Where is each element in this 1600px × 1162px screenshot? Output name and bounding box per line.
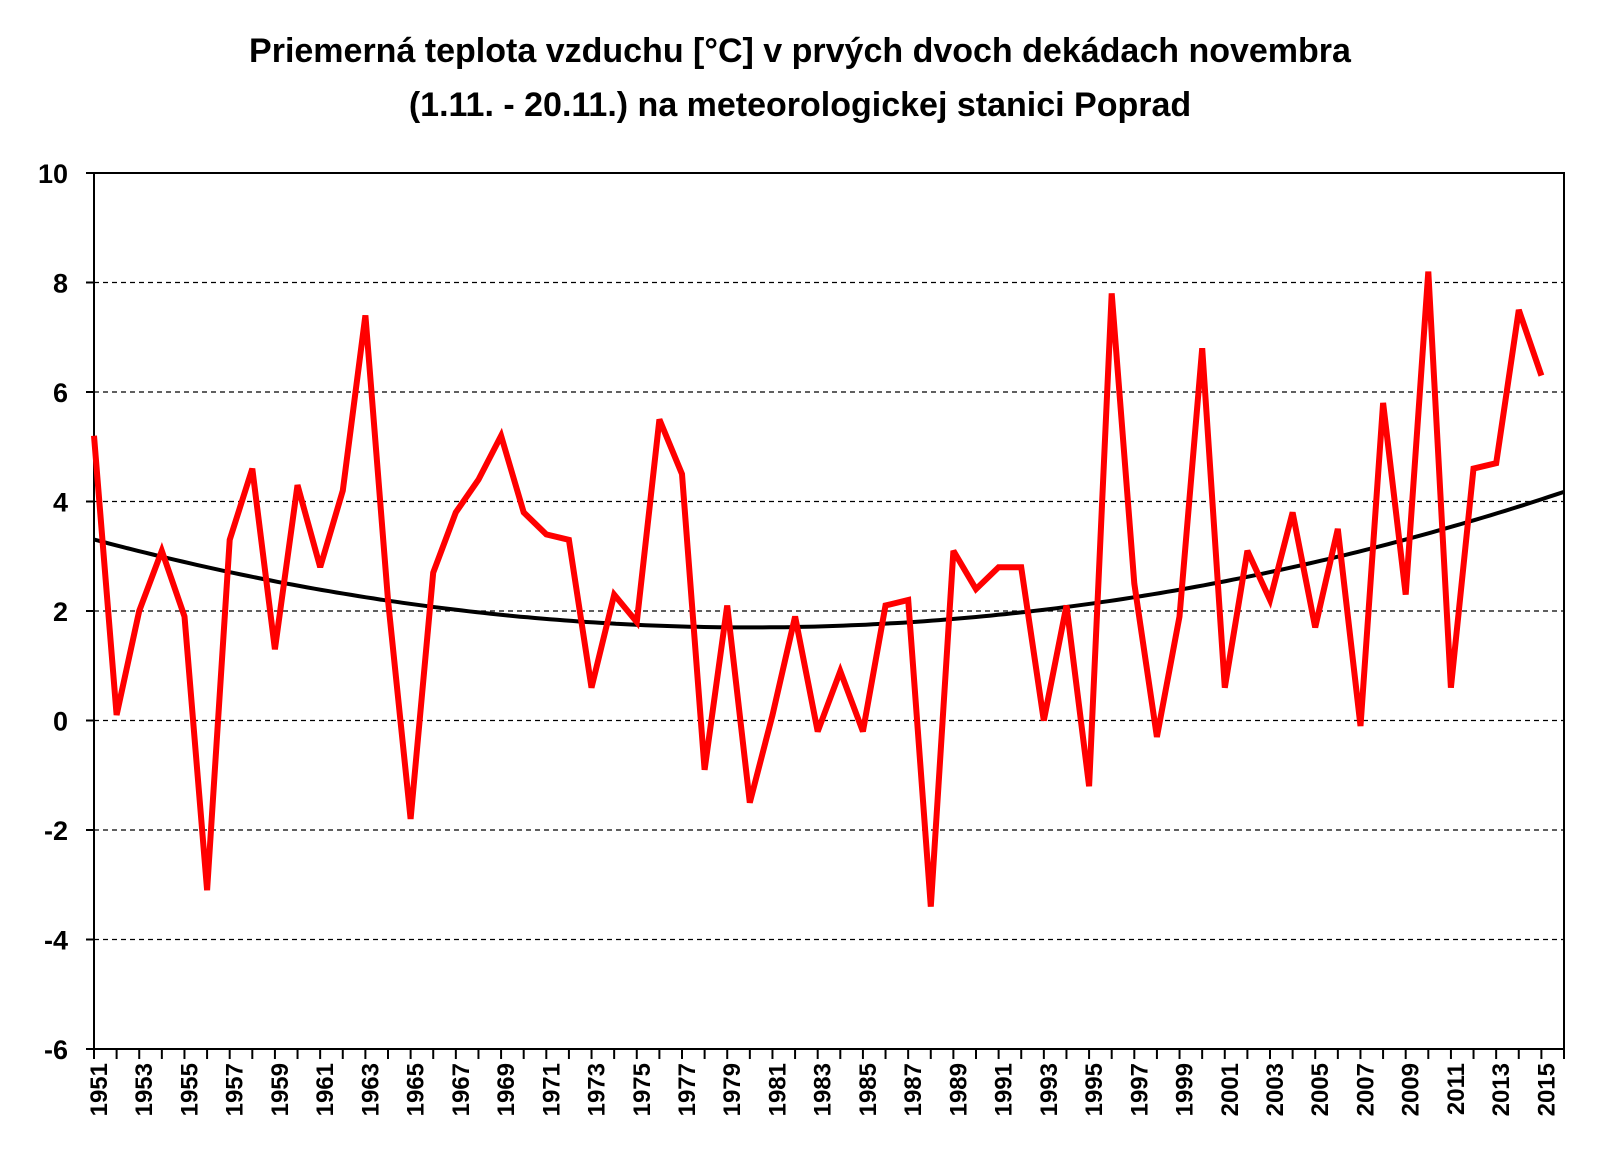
- x-tick-label: 2003: [1262, 1063, 1289, 1116]
- x-tick-label: 2001: [1217, 1063, 1244, 1116]
- x-tick-label: 1959: [267, 1063, 294, 1116]
- x-tick-label: 1983: [810, 1063, 837, 1116]
- y-tick-label: 10: [38, 159, 68, 189]
- x-tick-label: 1975: [629, 1063, 656, 1116]
- x-tick-label: 1955: [176, 1063, 203, 1116]
- y-tick-label: -4: [44, 926, 68, 956]
- x-tick-label: 1995: [1081, 1063, 1108, 1116]
- y-tick-label: 6: [53, 378, 68, 408]
- x-tick-label: 1973: [584, 1063, 611, 1116]
- trend-line: [93, 489, 1565, 630]
- x-tick-label: 1987: [900, 1063, 927, 1116]
- x-tick-label: 1999: [1172, 1063, 1199, 1116]
- y-tick-label: 4: [53, 488, 68, 518]
- x-tick-label: 1993: [1036, 1063, 1063, 1116]
- x-tick-label: 1953: [131, 1063, 158, 1116]
- x-tick-label: 2011: [1443, 1063, 1470, 1115]
- y-tick-label: 2: [53, 597, 68, 627]
- x-tick-label: 1963: [357, 1063, 384, 1116]
- y-tick-label: 0: [53, 707, 68, 737]
- x-tick-label: 1991: [991, 1063, 1018, 1116]
- x-tick-label: 1989: [945, 1063, 972, 1116]
- x-tick-label: 1979: [719, 1063, 746, 1116]
- x-tick-label: 1965: [403, 1063, 430, 1116]
- x-tick-label: 1971: [538, 1063, 565, 1116]
- x-tick-label: 1985: [855, 1063, 882, 1116]
- x-tick-label: 1951: [86, 1063, 113, 1116]
- chart-title-line-1: Priemerná teplota vzduchu [°C] v prvých …: [249, 32, 1351, 70]
- x-tick-label: 2013: [1488, 1063, 1515, 1116]
- x-tick-label: 2009: [1398, 1063, 1425, 1116]
- y-tick-label: 8: [53, 269, 68, 299]
- y-tick-label: -2: [44, 816, 68, 846]
- y-tick-label: -6: [44, 1035, 68, 1065]
- x-tick-label: 2007: [1352, 1063, 1379, 1116]
- x-tick-label: 1969: [493, 1063, 520, 1116]
- x-tick-label: 1961: [312, 1063, 339, 1116]
- x-tick-label: 1977: [674, 1063, 701, 1116]
- x-tick-label: 1981: [764, 1063, 791, 1116]
- temperature-series-line: [91, 271, 1545, 907]
- x-tick-label: 1957: [222, 1063, 249, 1116]
- x-tick-label: 1997: [1126, 1063, 1153, 1116]
- chart-title-line-2: (1.11. - 20.11.) na meteorologickej stan…: [408, 86, 1192, 124]
- x-tick-label: 2005: [1307, 1063, 1334, 1116]
- x-tick-label: 2015: [1533, 1063, 1560, 1116]
- x-tick-label: 1967: [448, 1063, 475, 1116]
